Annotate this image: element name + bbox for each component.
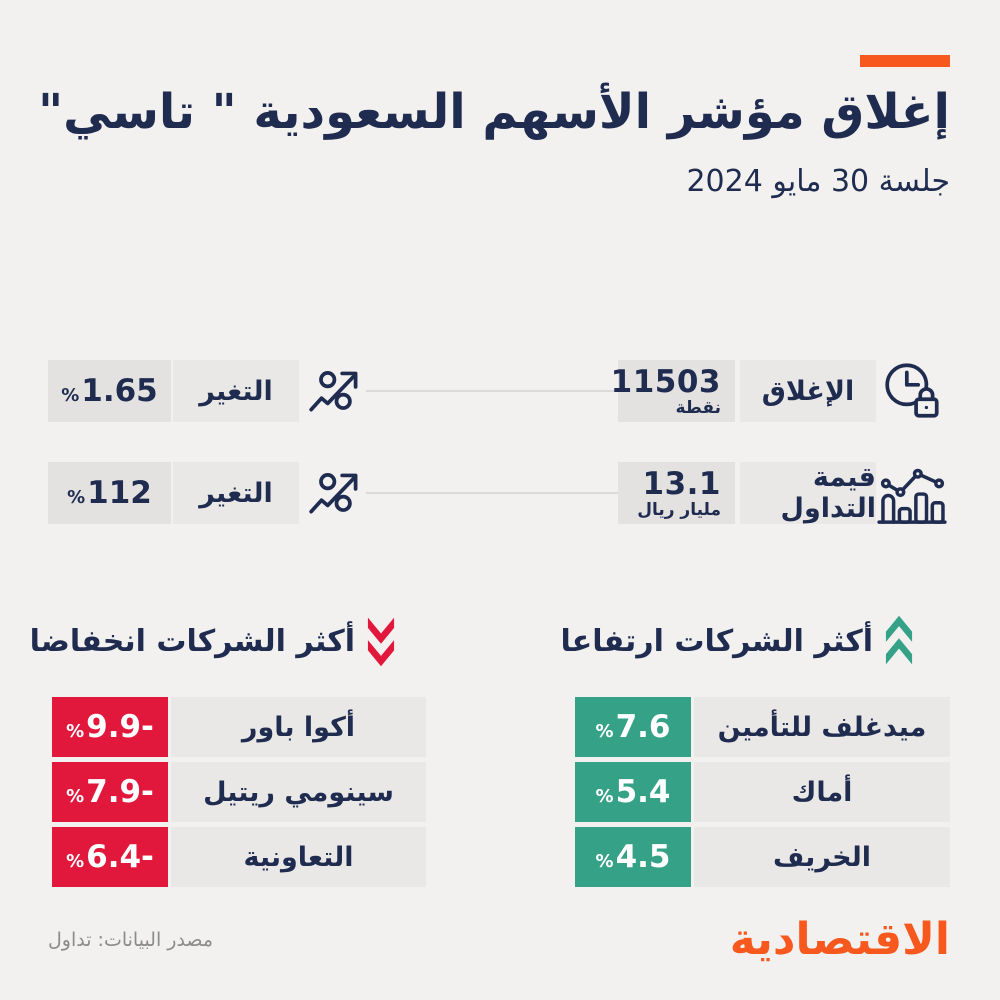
loser-company-name: سينومي ريتيل bbox=[171, 762, 426, 822]
close-value: 11503 bbox=[610, 364, 721, 400]
gainers-header: أكثر الشركات ارتفاعا bbox=[560, 612, 913, 670]
percent-sign: % bbox=[595, 851, 614, 872]
index-change-value: 1.65 bbox=[81, 373, 158, 409]
aleqtisadiah-logo: الاقتصادية bbox=[729, 914, 950, 965]
bar-line-chart-icon bbox=[876, 466, 948, 526]
close-value-box: 11503 نقطة bbox=[611, 360, 735, 422]
gainer-row: % 4.5 الخريف bbox=[575, 827, 950, 887]
connector-line bbox=[366, 390, 618, 392]
percent-trend-icon bbox=[306, 462, 368, 524]
gainer-row: % 5.4 أماك bbox=[575, 762, 950, 822]
loser-value-badge: % 9.9- bbox=[52, 697, 168, 757]
percent-sign: % bbox=[595, 721, 614, 742]
turnover-value-box: 13.1 مليار ريال bbox=[618, 462, 735, 524]
turnover-label: قيمة التداول bbox=[740, 462, 876, 524]
losers-list: % 9.9- أكوا باور % 7.9- سينومي ريتيل % 6.4-… bbox=[52, 697, 426, 887]
gainer-company-name: أماك bbox=[694, 762, 950, 822]
close-unit: نقطة bbox=[675, 398, 722, 418]
loser-value-badge: % 6.4- bbox=[52, 827, 168, 887]
close-label: الإغلاق bbox=[740, 360, 876, 422]
data-source-note: مصدر البيانات: تداول bbox=[48, 929, 214, 951]
index-change-box: % 1.65 bbox=[48, 360, 171, 422]
gainers-list: % 7.6 ميدغلف للتأمين % 5.4 أماك % 4.5 الخري… bbox=[575, 697, 950, 887]
percent-sign: % bbox=[61, 385, 80, 406]
page-title: إغلاق مؤشر الأسهم السعودية " تاسي" bbox=[38, 84, 950, 140]
loser-company-name: أكوا باور bbox=[171, 697, 426, 757]
index-change-label: التغير bbox=[173, 360, 299, 422]
session-date: جلسة 30 مايو 2024 bbox=[686, 164, 950, 199]
turnover-change-label: التغير bbox=[173, 462, 299, 524]
gainer-company-name: الخريف bbox=[694, 827, 950, 887]
percent-sign: % bbox=[595, 786, 614, 807]
losers-title: أكثر الشركات انخفاضا bbox=[29, 623, 355, 659]
percent-sign: % bbox=[66, 721, 85, 742]
gainer-value-badge: % 5.4 bbox=[575, 762, 691, 822]
turnover-change-box: % 112 bbox=[48, 462, 171, 524]
loser-company-name: التعاونية bbox=[171, 827, 426, 887]
percent-sign: % bbox=[67, 487, 86, 508]
loser-row: % 7.9- سينومي ريتيل bbox=[52, 762, 426, 822]
accent-bar bbox=[860, 55, 950, 67]
loser-row: % 6.4- التعاونية bbox=[52, 827, 426, 887]
percent-sign: % bbox=[66, 786, 85, 807]
turnover-change-value: 112 bbox=[87, 475, 152, 511]
gainer-value-badge: % 7.6 bbox=[575, 697, 691, 757]
turnover-value: 13.1 bbox=[642, 466, 721, 502]
clock-lock-icon bbox=[880, 358, 946, 424]
losers-header: أكثر الشركات انخفاضا bbox=[30, 612, 395, 670]
gainer-value-badge: % 4.5 bbox=[575, 827, 691, 887]
gainers-title: أكثر الشركات ارتفاعا bbox=[560, 623, 873, 659]
percent-sign: % bbox=[66, 851, 85, 872]
loser-row: % 9.9- أكوا باور bbox=[52, 697, 426, 757]
gainer-row: % 7.6 ميدغلف للتأمين bbox=[575, 697, 950, 757]
turnover-unit: مليار ريال bbox=[637, 500, 721, 520]
chevrons-down-icon bbox=[367, 613, 395, 669]
connector-line bbox=[366, 492, 618, 494]
loser-value-badge: % 7.9- bbox=[52, 762, 168, 822]
gainer-company-name: ميدغلف للتأمين bbox=[694, 697, 950, 757]
percent-trend-icon bbox=[306, 360, 368, 422]
chevrons-up-icon bbox=[885, 613, 913, 669]
